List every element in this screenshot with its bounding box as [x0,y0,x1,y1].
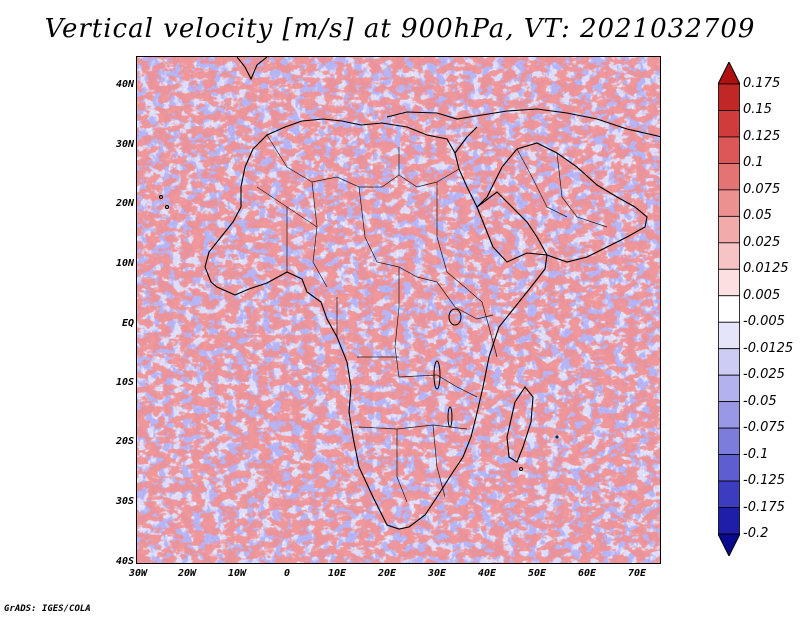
colorbar-min-triangle [718,533,740,556]
colorbar-swatch [718,374,740,403]
colorbar-swatch [718,507,740,535]
colorbar-swatch [718,83,740,111]
colorbar-level-label: 0.005 [743,287,781,303]
lat-label-20n: 20N [115,198,134,209]
colorbar-swatch [718,268,740,297]
colorbar-swatch [718,348,740,376]
colorbar-swatch [718,480,740,508]
grads-credit: GrADS: IGES/COLA [4,604,91,614]
lakes-islands [159,195,559,471]
coastlines [204,57,660,530]
map-title: Vertical velocity [m/s] at 900hPa, VT: 2… [44,14,756,44]
lat-label-40n: 40N [115,79,134,90]
colorbar-swatch [718,321,740,350]
lat-label-eq: EQ [121,318,134,329]
colorbar-level-label: -0.125 [743,473,785,489]
lon-label-10w: 10W [227,568,247,579]
colorbar-swatch [718,215,740,244]
colorbar-level-label: 0.15 [743,102,772,118]
colorbar-level-label: -0.1 [743,446,769,462]
colorbar-level-label: -0.005 [743,314,785,330]
lat-label-40s: 40S [115,556,134,567]
colorbar-level-label: -0.175 [743,499,785,515]
lon-label-70e: 70E [627,568,647,579]
colorbar-level-label: 0.175 [743,76,781,91]
lon-label-0: 0 [283,568,291,579]
lat-label-20s: 20S [115,436,134,447]
lat-label-30s: 30S [115,496,134,507]
colorbar-swatch [718,401,740,429]
country-borders [256,134,608,503]
lon-label-40e: 40E [477,568,497,579]
colorbar-swatch [718,136,740,164]
colorbar-swatch [718,454,740,482]
colorbar-swatch [718,110,740,138]
colorbar-level-label: 0.1 [743,155,764,171]
lon-label-60e: 60E [577,568,597,579]
colorbar-level-label: -0.2 [743,526,769,541]
colorbar-level-label: -0.0125 [743,340,794,356]
colorbar-level-label: 0.0125 [743,261,789,277]
lon-label-30e: 30E [427,568,447,579]
colorbar-level-label: 0.05 [743,208,772,224]
lon-label-50e: 50E [527,568,547,579]
colorbar-level-label: 0.075 [743,181,781,197]
colorbar-level-label: 0.125 [743,128,781,144]
lon-label-10e: 10E [327,568,347,579]
colorbar-level-label: -0.075 [743,420,785,436]
lat-label-10n: 10N [115,258,134,269]
lon-label-20w: 20W [177,568,197,579]
velocity-field-map [137,57,660,563]
lon-label-20e: 20E [377,568,397,579]
colorbar-max-triangle [718,62,740,85]
lon-label-30w: 30W [128,568,148,579]
colorbar [718,62,740,556]
colorbar-swatch [718,163,740,191]
colorbar-level-label: 0.025 [743,234,781,250]
lat-label-10s: 10S [115,377,134,388]
colorbar-swatch [718,189,740,217]
colorbar-swatch [718,427,740,455]
lat-label-30n: 30N [115,139,134,150]
colorbar-level-label: -0.05 [743,393,777,409]
colorbar-swatch [718,295,740,323]
colorbar-swatch [718,242,740,270]
map-plot-area[interactable] [136,56,661,564]
colorbar-level-label: -0.025 [743,367,785,383]
